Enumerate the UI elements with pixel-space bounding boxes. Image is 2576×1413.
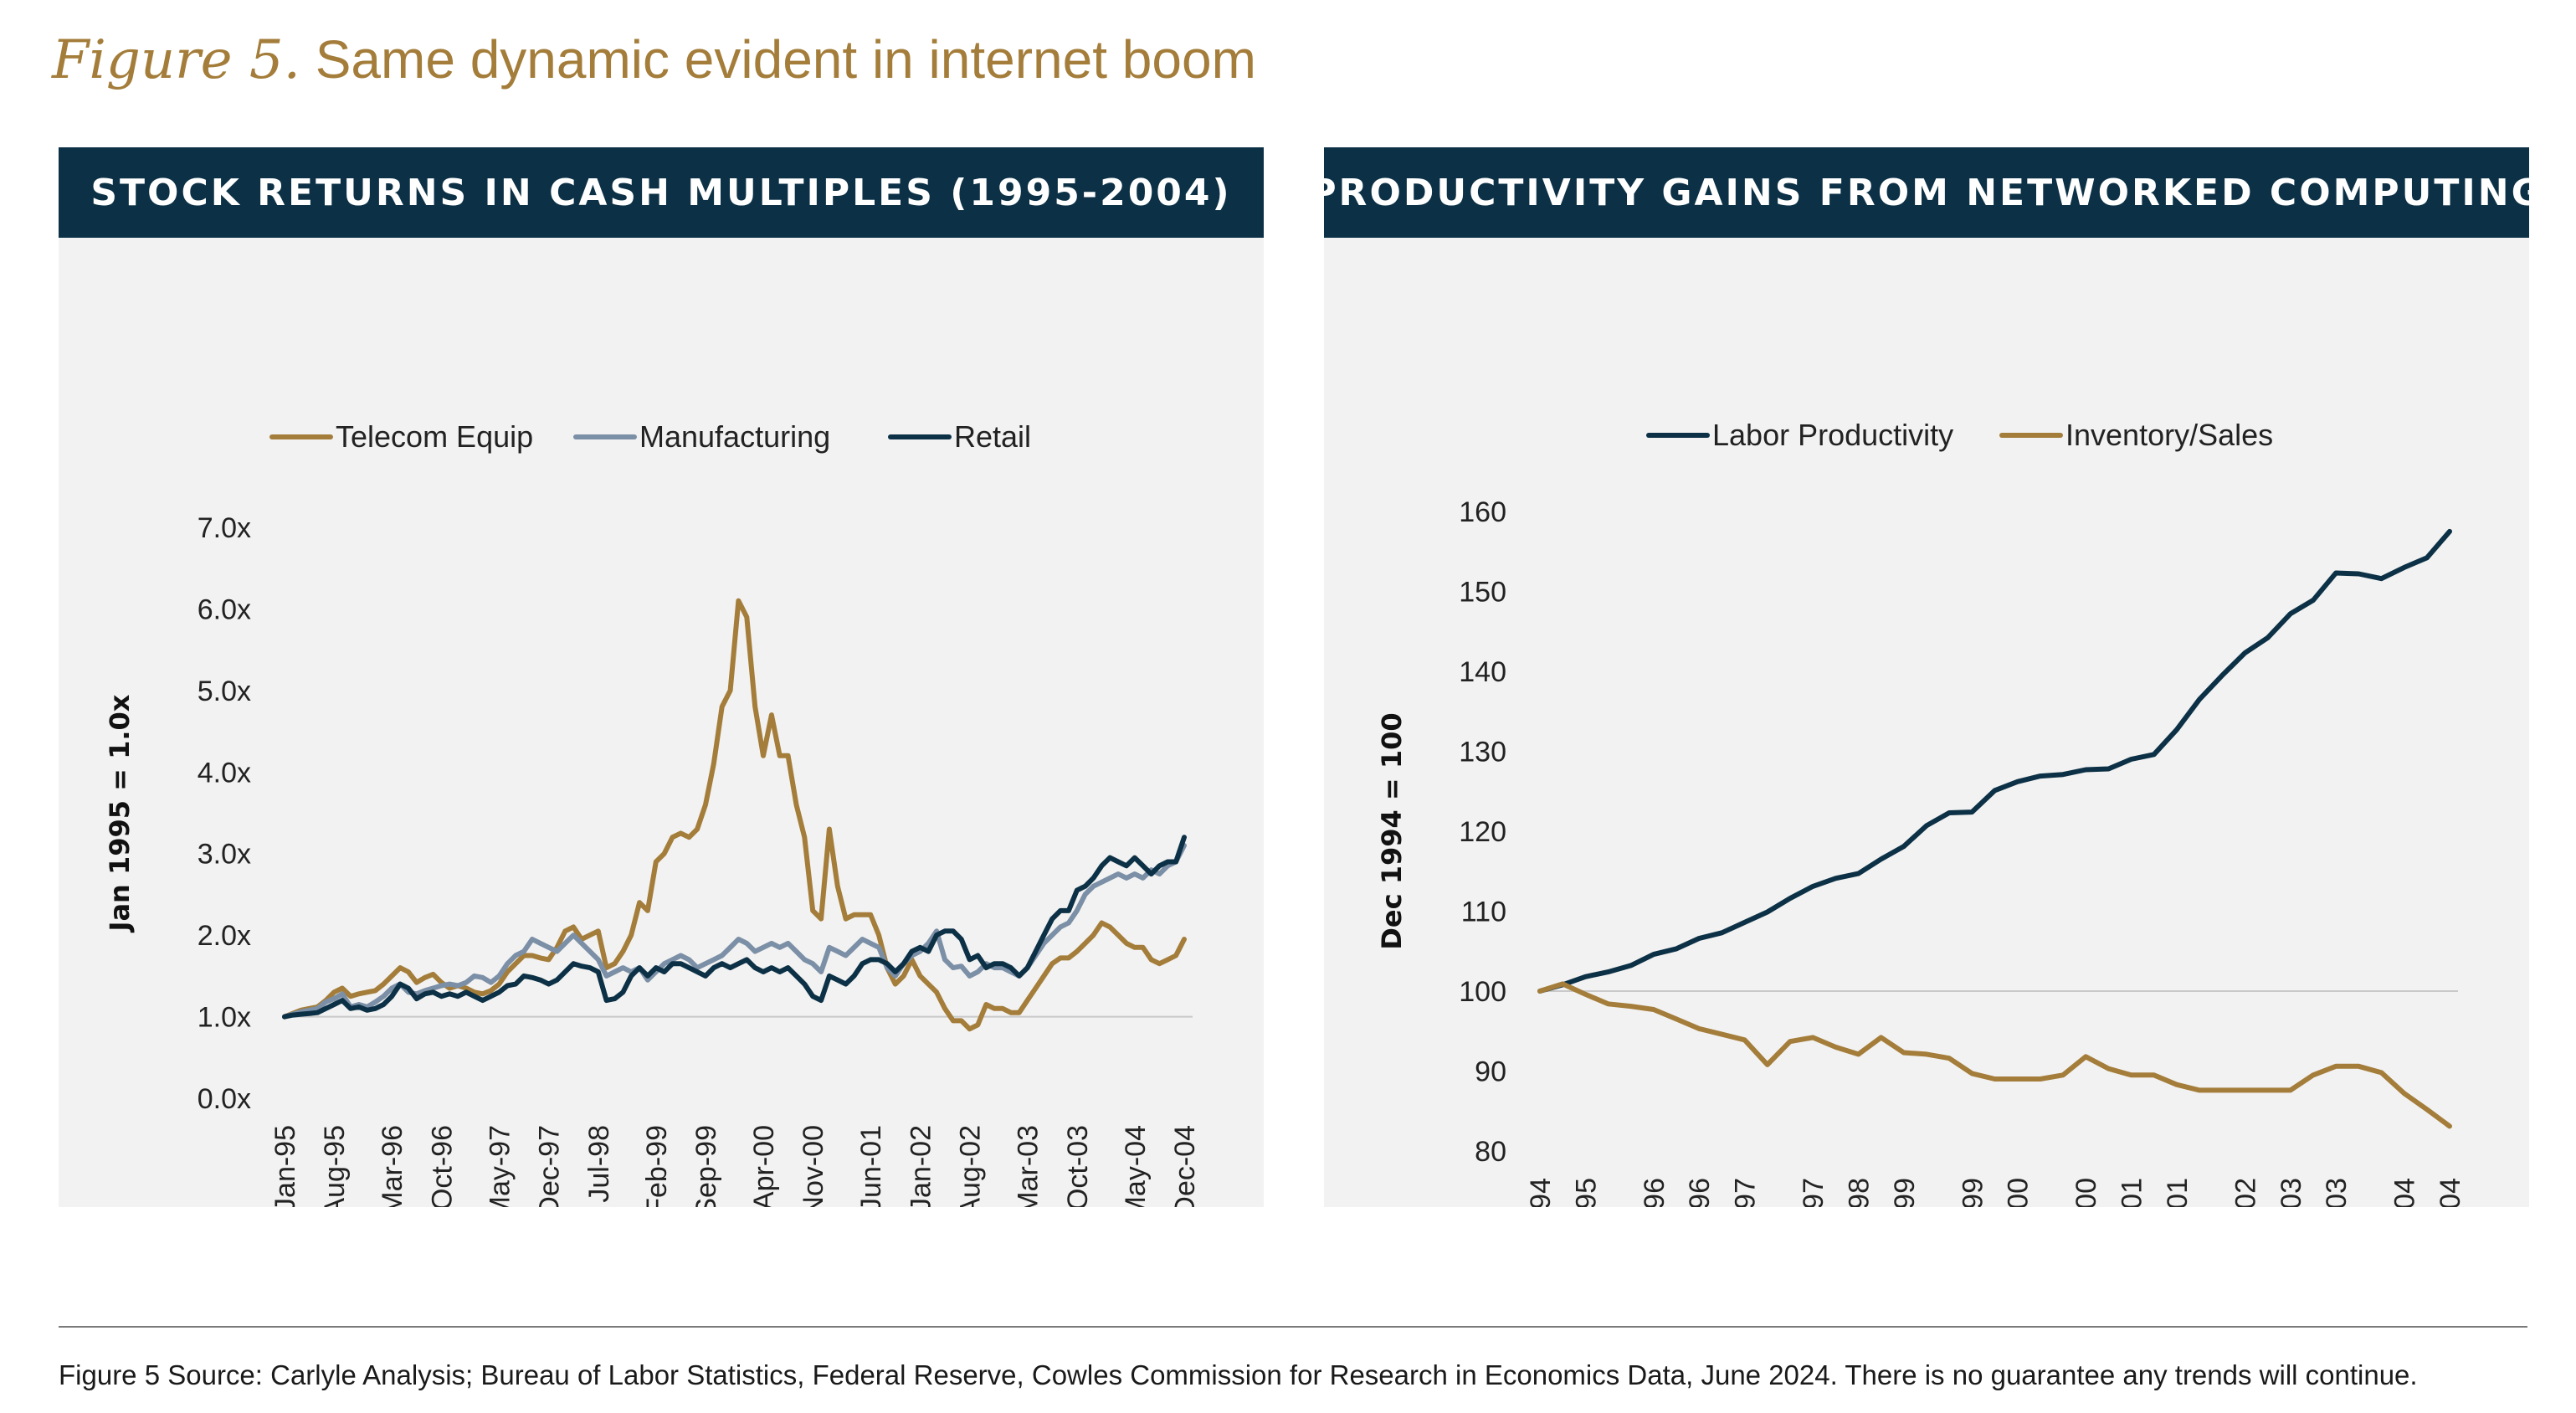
y-tick-label: 160 <box>1459 496 1506 528</box>
y-tick-label: 130 <box>1459 737 1506 768</box>
x-tick-label: Feb-03 <box>2276 1178 2307 1207</box>
x-tick-label: Dec-01 <box>2162 1178 2194 1207</box>
y-tick-label: 5.0x <box>198 676 251 707</box>
productivity-title: PRODUCTIVITY GAINS FROM NETWORKED COMPUT… <box>1309 147 2542 238</box>
series-line-labor-productivity <box>1537 528 2452 994</box>
x-tick-label: Oct-00 <box>2071 1178 2102 1207</box>
y-tick-label: 3.0x <box>198 839 251 871</box>
legend-label: Retail <box>954 419 1031 454</box>
x-tick-label: Aug-02 <box>955 1125 987 1207</box>
x-tick-label: Nov-97 <box>1798 1178 1829 1207</box>
figure-label: Figure 5. <box>52 29 300 91</box>
figure-heading: Same dynamic evident in internet boom <box>315 29 1256 90</box>
x-tick-label: Jun-01 <box>855 1125 887 1207</box>
legend-label: Telecom Equip <box>336 419 533 454</box>
x-tick-label: Jul-02 <box>2230 1178 2261 1207</box>
x-tick-label: Dec-94 <box>1525 1178 1557 1207</box>
y-tick-label: 6.0x <box>198 593 251 625</box>
x-tick-label: Jan-02 <box>905 1125 936 1207</box>
y-tick-label: 100 <box>1459 976 1506 1008</box>
productivity-panel: PRODUCTIVITY GAINS FROM NETWORKED COMPUT… <box>1309 147 2542 1207</box>
y-axis-label: Jan 1995 = 1.0x <box>104 694 136 933</box>
x-tick-label: May-01 <box>2117 1178 2148 1207</box>
x-tick-label: Sep-99 <box>690 1125 722 1207</box>
series-line-inventory-sales <box>1537 981 2452 1129</box>
figure-title: Figure 5. Same dynamic evident in intern… <box>52 28 1256 91</box>
x-tick-label: Apr-04 <box>2389 1178 2421 1207</box>
x-tick-label: Oct-96 <box>426 1125 458 1207</box>
y-tick-label: 4.0x <box>198 757 251 789</box>
y-tick-label: 1.0x <box>198 1002 251 1034</box>
legend-label: Inventory/Sales <box>2065 418 2273 452</box>
series-line-retail <box>282 835 1187 1020</box>
x-tick-label: Jan-95 <box>269 1125 301 1207</box>
x-tick-label: Apr-00 <box>748 1125 780 1207</box>
x-tick-label: Jan-99 <box>1889 1178 1921 1207</box>
x-tick-label: Dec-97 <box>534 1125 566 1207</box>
y-tick-label: 80 <box>1475 1136 1506 1168</box>
x-tick-label: Sep-96 <box>1684 1178 1716 1207</box>
series-line-telecom-equip <box>282 598 1187 1032</box>
x-tick-label: Jun-98 <box>1843 1178 1875 1207</box>
x-tick-label: Aug-95 <box>319 1125 351 1207</box>
x-tick-label: Jul-95 <box>1570 1178 1602 1207</box>
x-tick-label: Sep-03 <box>2321 1178 2353 1207</box>
x-tick-label: Oct-03 <box>1062 1125 1094 1207</box>
x-tick-label: Mar-03 <box>1013 1125 1044 1207</box>
legend-label: Manufacturing <box>639 419 830 454</box>
x-tick-label: Nov-04 <box>2435 1178 2466 1207</box>
x-tick-label: Mar-96 <box>377 1125 408 1207</box>
y-tick-label: 150 <box>1459 577 1506 609</box>
x-tick-label: May-97 <box>484 1125 516 1207</box>
y-tick-label: 90 <box>1475 1056 1506 1088</box>
y-axis-label: Dec 1994 = 100 <box>1376 712 1408 949</box>
x-tick-label: May-04 <box>1120 1125 1152 1207</box>
source-note: Figure 5 Source: Carlyle Analysis; Burea… <box>59 1359 2418 1390</box>
x-tick-label: Jul-98 <box>583 1125 615 1203</box>
y-tick-label: 2.0x <box>198 920 251 952</box>
x-tick-label: Feb-96 <box>1639 1178 1670 1207</box>
x-tick-label: Feb-99 <box>641 1125 673 1207</box>
stock-returns-panel: STOCK RETURNS IN CASH MULTIPLES (1995-20… <box>59 147 1264 1207</box>
x-tick-label: Nov-00 <box>798 1125 829 1207</box>
y-tick-label: 7.0x <box>198 512 251 544</box>
y-tick-label: 0.0x <box>198 1083 251 1115</box>
x-tick-label: Apr-97 <box>1730 1178 1762 1207</box>
productivity-chart: 80 90 100 110 120 130 140 150 160 Dec-94 Jul-95 Feb… <box>1376 418 2466 1207</box>
stock-returns-chart: 0.0x 1.0x 2.0x 3.0x 4.0x 5.0x 6.0x 7.0x Jan-95 Au… <box>104 419 1201 1207</box>
y-tick-label: 120 <box>1459 816 1506 848</box>
x-tick-label: Dec-04 <box>1169 1125 1201 1207</box>
y-tick-label: 110 <box>1461 897 1506 928</box>
legend-label: Labor Productivity <box>1712 418 1953 452</box>
footer-divider <box>59 1326 2527 1328</box>
x-tick-label: Mar-00 <box>2003 1178 2035 1207</box>
y-tick-label: 140 <box>1459 656 1506 688</box>
x-tick-label: Aug-99 <box>1957 1178 1988 1207</box>
series-line-manufacturing <box>282 843 1187 1020</box>
stock-returns-title: STOCK RETURNS IN CASH MULTIPLES (1995-20… <box>59 147 1264 238</box>
